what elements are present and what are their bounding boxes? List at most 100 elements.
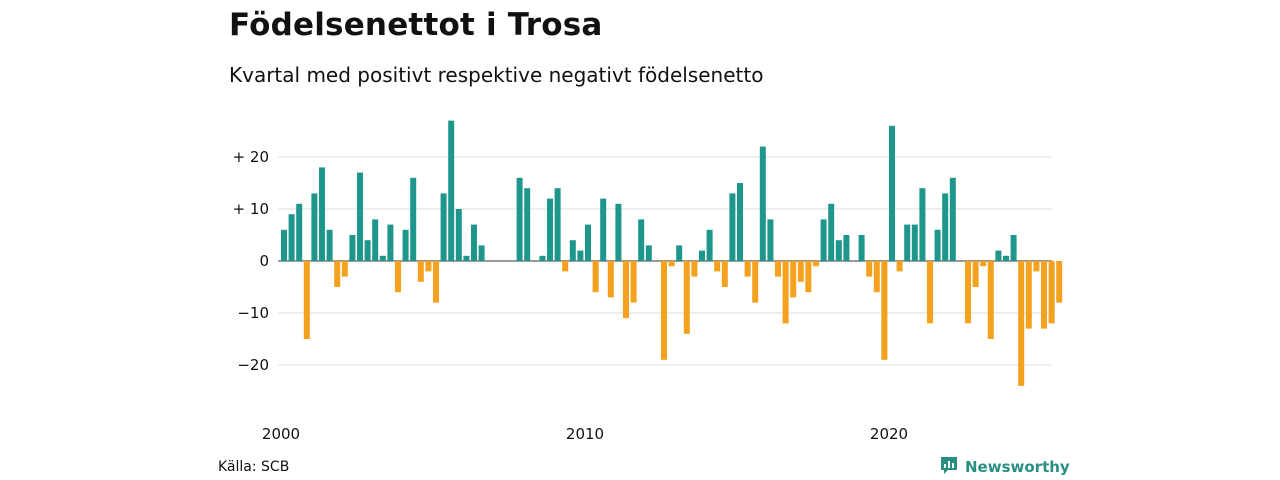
bar-positive bbox=[676, 245, 683, 261]
bar-negative bbox=[714, 261, 721, 272]
bars bbox=[281, 120, 1063, 386]
y-axis-ticks: + 20 + 10 0 −10 −20 bbox=[233, 148, 269, 374]
bar-negative bbox=[1048, 261, 1055, 324]
bar-positive bbox=[455, 209, 462, 261]
bar-negative bbox=[881, 261, 888, 360]
bar-positive bbox=[288, 214, 295, 261]
bar-negative bbox=[752, 261, 759, 303]
bar-positive bbox=[889, 125, 895, 261]
bar-negative bbox=[1018, 261, 1025, 386]
y-tick-label: + 20 bbox=[233, 148, 269, 166]
bar-negative bbox=[813, 261, 819, 267]
bar-positive bbox=[904, 224, 911, 261]
chart-title: Födelsenettot i Trosa bbox=[229, 7, 603, 43]
bar-negative bbox=[987, 261, 994, 339]
bar-positive bbox=[737, 183, 743, 261]
bar-negative bbox=[972, 261, 979, 287]
bar-positive bbox=[995, 250, 1002, 261]
bar-positive bbox=[1003, 255, 1009, 261]
bar-negative bbox=[562, 261, 569, 272]
bar-positive bbox=[326, 229, 333, 261]
bar-positive bbox=[585, 224, 591, 261]
source-note: Källa: SCB bbox=[218, 459, 290, 475]
bar-negative bbox=[630, 261, 637, 303]
bar-positive bbox=[471, 224, 477, 261]
bar-positive bbox=[349, 235, 356, 261]
brand-logo[interactable]: Newsworthy bbox=[939, 455, 1070, 479]
bar-negative bbox=[744, 261, 751, 277]
bar-negative bbox=[623, 261, 629, 319]
bar-positive bbox=[463, 255, 470, 261]
bar-negative bbox=[927, 261, 933, 324]
bar-negative bbox=[1033, 261, 1040, 272]
bar-negative bbox=[661, 261, 667, 360]
bar-positive bbox=[296, 203, 303, 261]
bar-positive bbox=[372, 219, 379, 261]
x-tick-label: 2010 bbox=[566, 425, 604, 443]
bar-positive bbox=[911, 224, 918, 261]
bar-negative bbox=[980, 261, 987, 267]
y-tick-label: −20 bbox=[237, 356, 269, 374]
bar-positive bbox=[820, 219, 827, 261]
bar-negative bbox=[1041, 261, 1047, 329]
bar-positive bbox=[615, 203, 622, 261]
bar-negative bbox=[866, 261, 873, 277]
bar-positive bbox=[554, 188, 561, 261]
bar-negative bbox=[433, 261, 439, 303]
bar-positive bbox=[387, 224, 394, 261]
bar-positive bbox=[949, 177, 956, 261]
bar-negative bbox=[1056, 261, 1063, 303]
bar-negative bbox=[691, 261, 698, 277]
bar-positive bbox=[843, 235, 850, 261]
bar-negative bbox=[395, 261, 401, 293]
newsworthy-logo-icon bbox=[939, 455, 959, 479]
bar-negative bbox=[425, 261, 432, 272]
bar-positive bbox=[311, 193, 318, 261]
bar-positive bbox=[577, 250, 584, 261]
bar-negative bbox=[683, 261, 690, 334]
bar-positive bbox=[858, 235, 865, 261]
bar-negative bbox=[896, 261, 903, 272]
bar-positive bbox=[440, 193, 447, 261]
bar-positive bbox=[767, 219, 774, 261]
bar-negative bbox=[334, 261, 341, 287]
bar-negative bbox=[417, 261, 424, 282]
bar-negative bbox=[668, 261, 675, 267]
bar-positive bbox=[699, 250, 705, 261]
bar-positive bbox=[478, 245, 485, 261]
bar-positive bbox=[524, 188, 531, 261]
bar-negative bbox=[797, 261, 804, 282]
bar-negative bbox=[607, 261, 614, 298]
bar-positive bbox=[448, 120, 455, 261]
bar-positive bbox=[410, 177, 417, 261]
bar-positive bbox=[357, 172, 363, 261]
brand-name: Newsworthy bbox=[965, 458, 1070, 476]
bar-positive bbox=[759, 146, 766, 261]
bar-positive bbox=[1010, 235, 1017, 261]
y-tick-label: + 10 bbox=[233, 200, 269, 218]
bar-positive bbox=[539, 255, 546, 261]
bar-negative bbox=[775, 261, 781, 277]
bar-positive bbox=[919, 188, 926, 261]
bar-positive bbox=[547, 198, 553, 261]
bar-positive bbox=[569, 240, 576, 261]
bar-negative bbox=[721, 261, 728, 287]
bar-positive bbox=[281, 229, 287, 261]
bar-negative bbox=[805, 261, 812, 293]
bar-positive bbox=[638, 219, 645, 261]
bar-positive bbox=[516, 177, 523, 261]
bar-negative bbox=[965, 261, 971, 324]
bar-negative bbox=[782, 261, 789, 324]
bar-positive bbox=[828, 203, 835, 261]
bar-positive bbox=[364, 240, 371, 261]
bar-positive bbox=[729, 193, 736, 261]
x-axis-ticks: 2000 2010 2020 bbox=[262, 425, 908, 443]
bar-positive bbox=[402, 229, 409, 261]
bar-negative bbox=[1025, 261, 1032, 329]
y-tick-label: −10 bbox=[237, 304, 269, 322]
bar-positive bbox=[600, 198, 607, 261]
bar-positive bbox=[319, 167, 325, 261]
y-tick-label: 0 bbox=[259, 252, 269, 270]
x-tick-label: 2000 bbox=[262, 425, 300, 443]
